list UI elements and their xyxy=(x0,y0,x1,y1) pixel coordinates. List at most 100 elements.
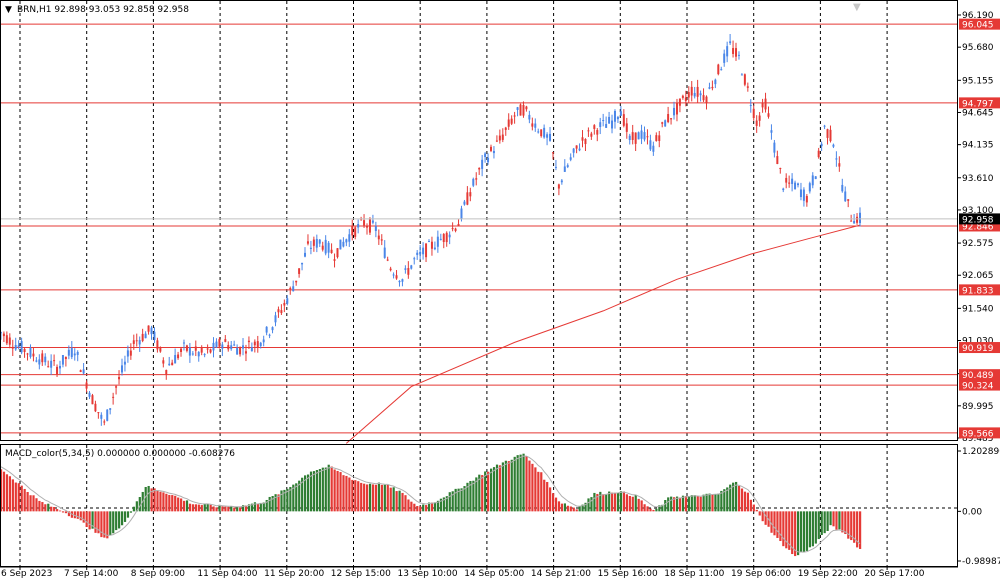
macd-bar xyxy=(463,486,466,512)
macd-bar xyxy=(522,453,525,512)
candle xyxy=(392,272,395,279)
macd-bar xyxy=(135,501,138,512)
macd-bar xyxy=(327,464,330,512)
macd-bar xyxy=(634,494,637,512)
macd-bar xyxy=(315,470,319,512)
macd-bar xyxy=(466,482,469,512)
candle xyxy=(395,270,398,280)
candle xyxy=(162,357,165,368)
macd-bar xyxy=(333,469,336,512)
candle xyxy=(156,337,159,353)
candle xyxy=(242,338,245,356)
candle xyxy=(690,81,693,102)
macd-bar xyxy=(413,503,416,512)
macd-bar xyxy=(472,480,475,512)
macd-bar xyxy=(625,494,628,512)
candle xyxy=(593,124,596,135)
price-axis: 96.190 95.680 95.155 94.645 94.135 93.610 93.1… xyxy=(958,11,994,444)
current-price-label: 92.958 xyxy=(959,213,1000,225)
macd-bar xyxy=(50,506,53,512)
candle xyxy=(215,338,218,348)
candle xyxy=(788,175,791,188)
candle xyxy=(439,233,442,241)
candle xyxy=(85,380,88,393)
candle xyxy=(212,337,215,358)
candle xyxy=(209,348,212,354)
level-label: 92.846 xyxy=(962,222,994,232)
candle xyxy=(504,126,507,136)
collapse-triangle-icon[interactable]: ▼ xyxy=(853,2,861,13)
macd-bar xyxy=(197,504,200,512)
time-label: 19 Sep 22:00 xyxy=(798,569,858,579)
macd-bar xyxy=(138,497,141,512)
candle xyxy=(489,144,492,153)
header-arrow[interactable]: ▼ xyxy=(5,5,12,15)
candle xyxy=(850,214,853,222)
macd-bar xyxy=(794,511,797,557)
level-label-box xyxy=(959,97,1000,109)
candle xyxy=(817,147,820,159)
macd-bar xyxy=(97,511,100,534)
macd-bar xyxy=(380,484,383,512)
candle xyxy=(91,393,94,405)
macd-bar xyxy=(802,511,806,553)
candle xyxy=(566,163,569,169)
macd-bar xyxy=(230,505,233,512)
candle xyxy=(268,333,271,339)
macd-bar xyxy=(516,455,519,512)
candle xyxy=(38,354,41,370)
candle xyxy=(354,226,357,240)
macd-bar xyxy=(94,511,97,533)
macd-bar xyxy=(797,511,800,556)
candle xyxy=(814,176,817,180)
candle xyxy=(619,105,622,116)
macd-bar xyxy=(646,506,649,512)
macd-bar xyxy=(5,474,9,512)
macd-bar xyxy=(132,506,135,512)
macd-bar xyxy=(560,503,564,512)
candle xyxy=(168,356,171,366)
macd-indicator-label: MACD_color(5,34,5) 0.000000 0.000000 -0.… xyxy=(5,449,235,459)
macd-bar xyxy=(770,511,773,533)
candle xyxy=(419,245,422,260)
macd-bar xyxy=(605,493,608,512)
candlesticks xyxy=(0,34,861,426)
candle xyxy=(53,354,56,366)
level-label: 90.919 xyxy=(962,344,994,354)
macd-bar xyxy=(61,511,65,513)
candle xyxy=(605,116,608,128)
candle xyxy=(262,335,265,347)
macd-bar xyxy=(425,505,428,512)
macd-bar xyxy=(726,487,729,512)
candle xyxy=(398,280,401,287)
candle xyxy=(693,86,696,99)
macd-tick-label: 1.202896 xyxy=(962,447,1000,457)
macd-bar xyxy=(253,502,257,512)
macd-bar xyxy=(159,491,162,512)
macd-bar xyxy=(292,484,295,512)
price-panel-border xyxy=(0,0,958,441)
candle xyxy=(675,98,678,122)
macd-bar xyxy=(820,511,823,536)
candle xyxy=(442,233,445,249)
macd-bar xyxy=(118,511,121,529)
candle xyxy=(366,223,369,235)
candle xyxy=(280,304,283,316)
macd-bar xyxy=(537,471,540,512)
macd-bar xyxy=(144,486,147,512)
candle xyxy=(498,129,501,144)
time-label: 8 Sep 09:00 xyxy=(131,569,186,579)
macd-bar xyxy=(120,511,124,526)
candle xyxy=(301,262,304,271)
candle xyxy=(416,250,419,260)
macd-bar xyxy=(29,495,32,512)
candle xyxy=(808,181,811,194)
candle xyxy=(472,177,475,188)
macd-bar xyxy=(501,462,505,512)
candle xyxy=(755,115,758,133)
macd-bar xyxy=(357,481,360,512)
macd-bar xyxy=(714,494,717,512)
macd-bar xyxy=(534,467,537,512)
candle xyxy=(726,41,729,63)
candle xyxy=(646,129,649,145)
